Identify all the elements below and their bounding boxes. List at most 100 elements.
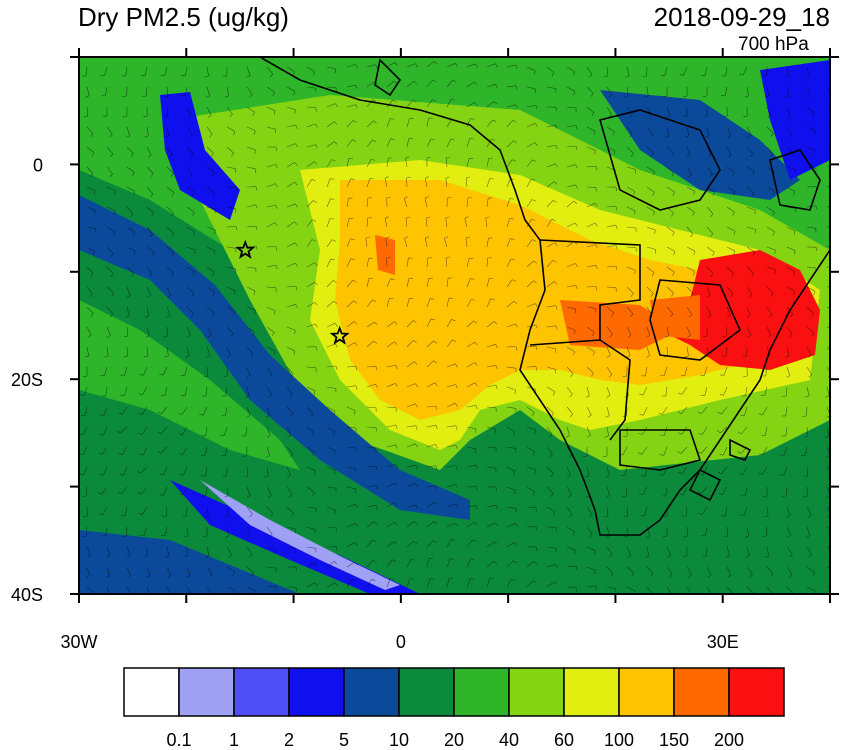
wind-barb [586, 165, 597, 168]
wind-barb [745, 386, 748, 396]
wind-barb [306, 200, 314, 208]
wind-barb [104, 66, 108, 76]
wind-barb [126, 226, 135, 233]
wind-barb [366, 505, 376, 508]
wind-barb [766, 206, 775, 213]
colorbar-swatch [453, 667, 510, 717]
wind-barb-flag [390, 138, 395, 140]
wind-barb-flag [433, 360, 437, 364]
wind-barb-flag [836, 185, 838, 189]
wind-barb [266, 366, 273, 375]
wind-barb [206, 186, 215, 193]
wind-barb-flag [147, 154, 152, 158]
wind-barb-flag [762, 75, 767, 77]
wind-barb [186, 186, 195, 193]
wind-barb [103, 406, 108, 416]
wind-barb-flag [532, 412, 535, 417]
wind-barb-flag [650, 293, 654, 297]
wind-barb-flag [132, 231, 135, 236]
wind-barb [101, 446, 108, 455]
wind-barb [626, 166, 636, 170]
wind-barb [366, 465, 377, 468]
wind-barb [366, 278, 370, 288]
wind-barb [246, 225, 257, 228]
wind-barb-flag [575, 285, 578, 290]
wind-barb [346, 466, 356, 470]
wind-barb [506, 218, 510, 228]
wind-barb [426, 298, 431, 308]
wind-barb [384, 178, 388, 188]
wind-barb [326, 322, 336, 328]
wind-barb [700, 446, 708, 454]
wind-barb-flag [273, 310, 276, 315]
colorbar-label: 0.1 [166, 730, 191, 750]
wind-barb [206, 106, 212, 116]
wind-barb [726, 526, 729, 537]
wind-barb-flag [712, 252, 715, 257]
wind-barb [366, 521, 375, 528]
wind-barb [326, 121, 335, 128]
wind-barb-flag [813, 291, 816, 296]
wind-barb-flag [606, 395, 611, 398]
wind-barb-flag [409, 578, 414, 580]
wind-barb-flag [772, 231, 775, 236]
wind-barb-flag [531, 199, 536, 202]
wind-barb-flag [265, 455, 270, 458]
wind-barb-flag [412, 99, 417, 103]
wind-barb [726, 586, 734, 594]
wind-barb-flag [465, 236, 470, 239]
wind-barb [426, 99, 433, 108]
wind-barb [806, 326, 815, 333]
wind-barb-flag [642, 75, 647, 77]
wind-barb [426, 79, 433, 88]
wind-barb-flag [85, 355, 90, 358]
wind-barb [125, 66, 128, 76]
wind-barb-flag [91, 152, 95, 157]
wind-barb [446, 484, 456, 488]
wind-barb-flag [719, 394, 724, 396]
wind-barb-flag [815, 247, 817, 252]
wind-barb-flag [533, 70, 536, 75]
wind-barb-flag [313, 200, 317, 204]
wind-barb-flag [79, 473, 84, 476]
wind-barb-flag [665, 335, 670, 338]
wind-barb-flag [466, 176, 471, 179]
wind-barb [725, 506, 728, 516]
wind-barb-flag [150, 193, 154, 198]
wind-barb [426, 118, 429, 128]
wind-barb [406, 320, 414, 328]
wind-barb-flag [693, 191, 696, 196]
wind-barb [186, 566, 190, 576]
wind-barb [266, 164, 276, 168]
wind-barb-flag [742, 355, 747, 357]
wind-barb [700, 486, 708, 494]
wind-barb [586, 202, 596, 208]
wind-barb [326, 66, 336, 70]
wind-barb [606, 486, 610, 496]
colorbar-label: 100 [604, 730, 634, 750]
wind-barb [403, 198, 408, 208]
wind-barb [546, 506, 556, 512]
wind-barb-flag [186, 335, 191, 338]
wind-barb-flag [145, 575, 150, 578]
wind-barb-flag [100, 374, 105, 376]
wind-barb [626, 146, 634, 154]
wind-barb [606, 346, 611, 356]
wind-barb [706, 226, 714, 234]
wind-barb-flag [786, 375, 791, 378]
wind-barb-flag [159, 494, 164, 496]
wind-barb [202, 406, 208, 416]
wind-barb-flag [310, 413, 314, 418]
wind-barb-flag [570, 373, 574, 377]
wind-barb [806, 586, 816, 592]
wind-barb [206, 206, 216, 210]
wind-barb [306, 86, 316, 89]
wind-barb-flag [660, 374, 665, 376]
wind-barb-flag [314, 529, 316, 534]
wind-barb-flag [629, 133, 633, 138]
wind-barb-flag [114, 210, 116, 215]
wind-barb-flag [230, 333, 234, 337]
wind-barb [226, 286, 236, 292]
wind-barb-flag [255, 204, 258, 209]
wind-barb [246, 306, 256, 311]
